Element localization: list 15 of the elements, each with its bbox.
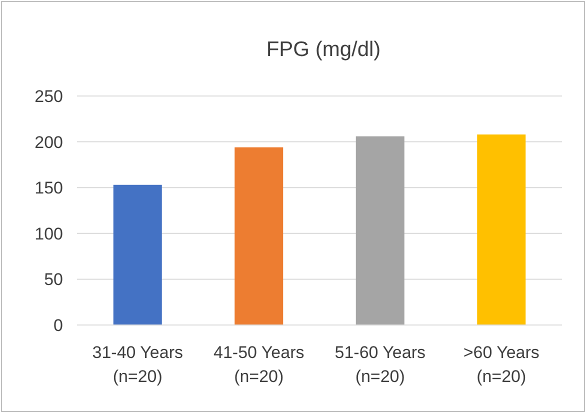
x-tick-label: 31-40 Years (n=20): [92, 343, 183, 386]
chart-title: FPG (mg/dl): [266, 38, 381, 61]
bar: [113, 184, 162, 325]
y-tick-label: 250: [34, 86, 63, 106]
y-tick-label: 200: [34, 132, 63, 152]
y-tick-label: 100: [34, 224, 63, 244]
x-tick-label: 51-60 Years (n=20): [334, 343, 426, 386]
y-tick-label: 50: [44, 270, 63, 290]
bar: [356, 136, 404, 325]
y-tick-label: 150: [34, 178, 63, 198]
y-tick-label: 0: [54, 316, 63, 335]
bar: [234, 147, 284, 325]
x-tick-label: >60 Years (n=20): [463, 343, 540, 386]
bar: [477, 134, 526, 325]
x-tick-label: 41-50 Years (n=20): [214, 343, 304, 386]
